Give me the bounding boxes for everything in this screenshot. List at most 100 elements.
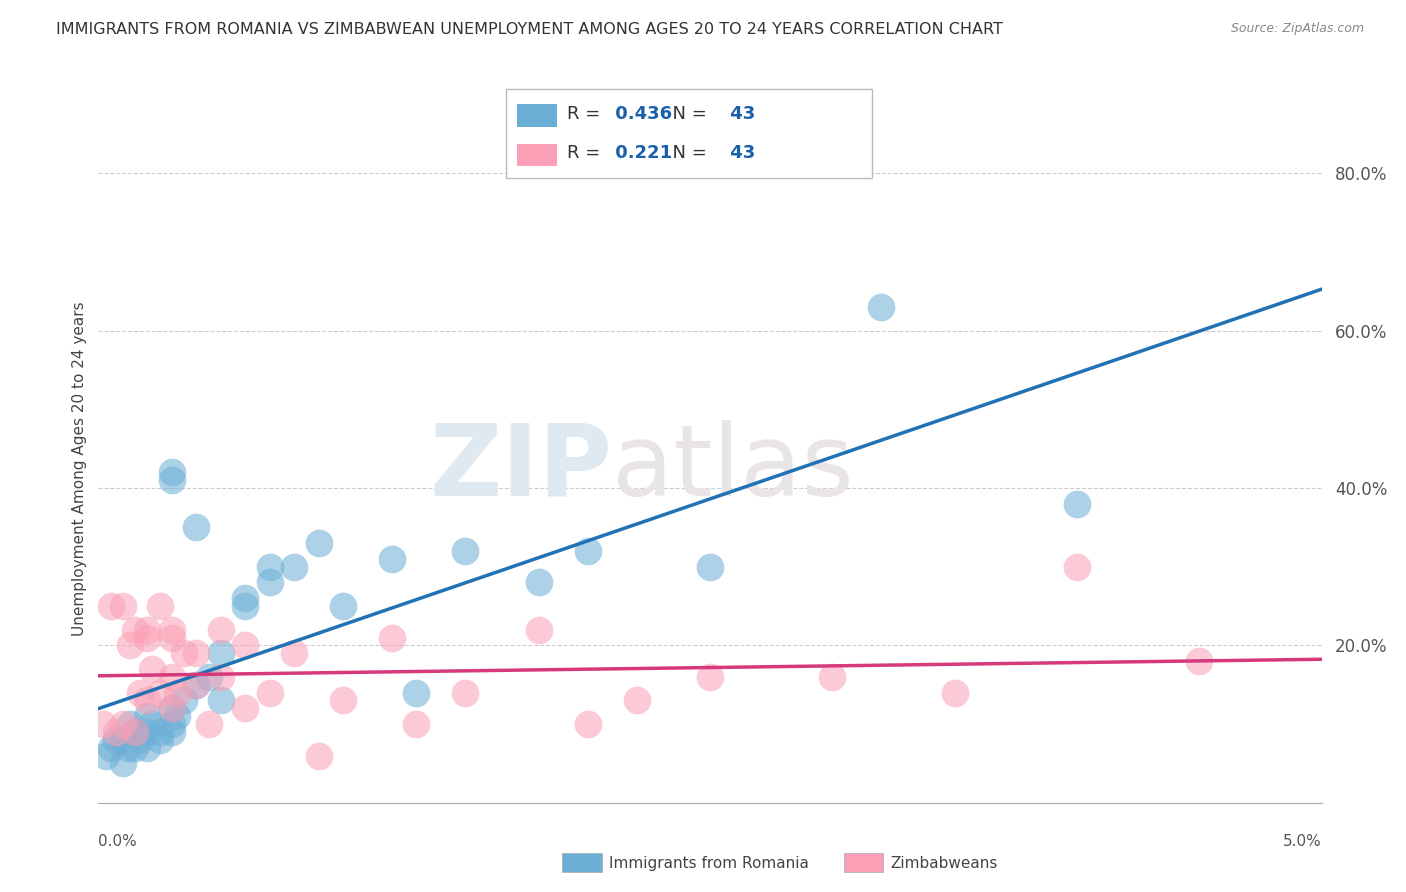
Point xyxy=(233,639,256,653)
Point xyxy=(104,732,127,747)
Point xyxy=(136,693,159,707)
Point xyxy=(136,623,159,637)
Point xyxy=(149,685,172,699)
Point xyxy=(111,732,134,747)
Point xyxy=(120,717,142,731)
Point xyxy=(1188,654,1211,668)
Point xyxy=(117,740,139,755)
Point xyxy=(94,748,117,763)
Point xyxy=(283,559,305,574)
Text: R =: R = xyxy=(567,105,606,123)
Point xyxy=(160,701,183,715)
Point xyxy=(124,740,146,755)
Point xyxy=(111,717,134,731)
Point xyxy=(381,551,404,566)
Point xyxy=(186,678,208,692)
Text: N =: N = xyxy=(661,145,713,162)
Point xyxy=(141,662,163,676)
Text: ZIP: ZIP xyxy=(429,420,612,516)
Point xyxy=(149,599,172,613)
Point xyxy=(1066,497,1088,511)
Point xyxy=(186,520,208,534)
Point xyxy=(149,732,172,747)
Point xyxy=(197,717,219,731)
Point xyxy=(527,623,550,637)
Point xyxy=(209,646,232,660)
Point xyxy=(136,740,159,755)
Point xyxy=(104,725,127,739)
Point xyxy=(308,748,330,763)
Point xyxy=(332,599,354,613)
Text: N =: N = xyxy=(661,105,713,123)
Point xyxy=(91,717,114,731)
Point xyxy=(166,709,188,723)
Point xyxy=(160,701,183,715)
Point xyxy=(100,740,122,755)
Point xyxy=(308,536,330,550)
Point xyxy=(160,725,183,739)
Text: Source: ZipAtlas.com: Source: ZipAtlas.com xyxy=(1230,22,1364,36)
Point xyxy=(136,631,159,645)
Point xyxy=(173,693,195,707)
Point xyxy=(233,591,256,606)
Point xyxy=(160,631,183,645)
Point xyxy=(870,300,893,314)
Text: 0.221: 0.221 xyxy=(609,145,672,162)
Point xyxy=(173,646,195,660)
Point xyxy=(405,685,427,699)
Point xyxy=(111,756,134,771)
Text: Zimbabweans: Zimbabweans xyxy=(890,856,997,871)
Point xyxy=(699,559,721,574)
Point xyxy=(283,646,305,660)
Point xyxy=(136,709,159,723)
Point xyxy=(233,599,256,613)
Point xyxy=(197,670,219,684)
Point xyxy=(160,717,183,731)
Point xyxy=(332,693,354,707)
Point xyxy=(233,701,256,715)
Point xyxy=(454,685,477,699)
Point xyxy=(129,685,152,699)
Text: Immigrants from Romania: Immigrants from Romania xyxy=(609,856,808,871)
Point xyxy=(576,717,599,731)
Point xyxy=(454,544,477,558)
Point xyxy=(136,725,159,739)
Text: 43: 43 xyxy=(724,145,755,162)
Point xyxy=(821,670,844,684)
Point xyxy=(124,623,146,637)
Point xyxy=(405,717,427,731)
Text: atlas: atlas xyxy=(612,420,853,516)
Text: 5.0%: 5.0% xyxy=(1282,834,1322,849)
Point xyxy=(259,559,281,574)
Text: 0.0%: 0.0% xyxy=(98,834,138,849)
Point xyxy=(160,623,183,637)
Text: R =: R = xyxy=(567,145,606,162)
Point xyxy=(209,670,232,684)
Text: 43: 43 xyxy=(724,105,755,123)
Point xyxy=(111,599,134,613)
Point xyxy=(1066,559,1088,574)
Text: 0.436: 0.436 xyxy=(609,105,672,123)
Point xyxy=(186,678,208,692)
Point xyxy=(160,465,183,479)
Point xyxy=(149,725,172,739)
Point xyxy=(259,575,281,590)
Point xyxy=(166,685,188,699)
Point xyxy=(943,685,966,699)
Point xyxy=(124,725,146,739)
Point xyxy=(259,685,281,699)
Point xyxy=(120,639,142,653)
Point xyxy=(626,693,648,707)
Point xyxy=(141,717,163,731)
Point xyxy=(124,725,146,739)
Point xyxy=(209,623,232,637)
Y-axis label: Unemployment Among Ages 20 to 24 years: Unemployment Among Ages 20 to 24 years xyxy=(72,301,87,636)
Point xyxy=(160,670,183,684)
Point xyxy=(381,631,404,645)
Point xyxy=(129,732,152,747)
Point xyxy=(100,599,122,613)
Text: IMMIGRANTS FROM ROMANIA VS ZIMBABWEAN UNEMPLOYMENT AMONG AGES 20 TO 24 YEARS COR: IMMIGRANTS FROM ROMANIA VS ZIMBABWEAN UN… xyxy=(56,22,1002,37)
Point xyxy=(699,670,721,684)
Point xyxy=(160,473,183,487)
Point xyxy=(186,646,208,660)
